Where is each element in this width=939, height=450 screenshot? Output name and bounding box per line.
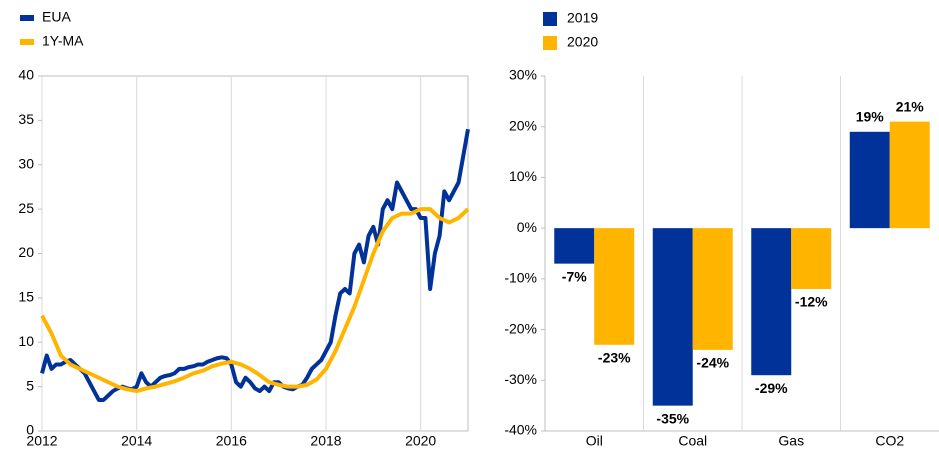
legend-swatch — [20, 39, 34, 45]
legend-label: 1Y-MA — [42, 33, 84, 49]
y-tick-label: 30 — [18, 155, 34, 171]
y-tick-label: 20 — [18, 244, 34, 260]
y-tick-label: 40 — [18, 67, 34, 83]
value-label: -35% — [656, 410, 689, 426]
x-tick-label: Oil — [586, 433, 603, 449]
value-label: -12% — [795, 294, 828, 310]
legend-label: 2020 — [567, 34, 598, 50]
legend-swatch — [20, 15, 34, 21]
x-tick-label: 2014 — [121, 433, 152, 449]
x-tick-label: 2012 — [26, 433, 57, 449]
x-tick-label: Coal — [678, 433, 707, 449]
y-tick-label: -20% — [504, 320, 537, 336]
y-tick-label: 10 — [18, 333, 34, 349]
bar — [554, 228, 595, 264]
y-tick-label: 25 — [18, 200, 34, 216]
bar — [751, 228, 792, 376]
y-tick-label: 20% — [509, 117, 537, 133]
bar — [692, 228, 733, 350]
line-series — [40, 207, 470, 394]
bar — [594, 228, 635, 345]
value-label: -24% — [696, 355, 729, 371]
value-label: 19% — [856, 108, 885, 124]
y-tick-label: -40% — [504, 422, 537, 438]
bar — [652, 228, 693, 406]
x-tick-label: 2020 — [405, 433, 436, 449]
x-tick-label: CO2 — [875, 433, 904, 449]
y-tick-label: -30% — [504, 371, 537, 387]
y-tick-label: 0% — [517, 219, 537, 235]
x-tick-label: 2016 — [216, 433, 247, 449]
bar — [849, 131, 890, 229]
value-label: 21% — [896, 98, 925, 114]
value-label: -23% — [598, 349, 631, 365]
y-tick-label: 30% — [509, 67, 537, 83]
y-tick-label: -10% — [504, 270, 537, 286]
y-tick-label: 10% — [509, 168, 537, 184]
legend-swatch — [543, 36, 557, 50]
y-tick-label: 5 — [26, 377, 34, 393]
x-tick-label: Gas — [778, 433, 804, 449]
value-label: -7% — [562, 268, 587, 284]
bar — [889, 121, 930, 229]
legend-label: 2019 — [567, 10, 598, 26]
legend-label: EUA — [42, 9, 71, 25]
y-tick-label: 15 — [18, 289, 34, 305]
line-series — [40, 128, 470, 402]
legend-swatch — [543, 12, 557, 26]
value-label: -29% — [755, 380, 788, 396]
bar — [791, 228, 832, 289]
x-tick-label: 2018 — [310, 433, 341, 449]
y-tick-label: 35 — [18, 111, 34, 127]
y-tick-label: 0 — [26, 422, 34, 438]
plot-frame — [41, 75, 469, 432]
